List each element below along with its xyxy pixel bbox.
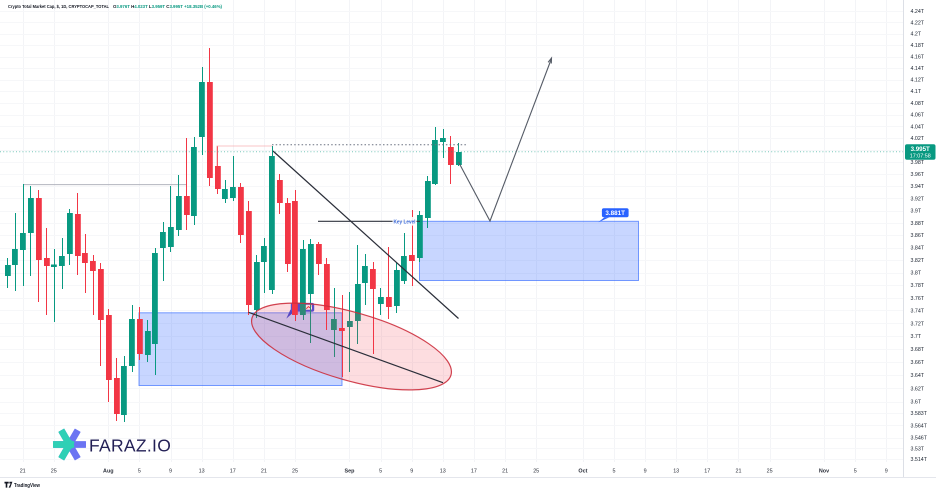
svg-text:25: 25 — [51, 469, 57, 475]
svg-text:5: 5 — [613, 469, 616, 475]
svg-text:4.12T: 4.12T — [911, 78, 925, 84]
svg-text:4.06T: 4.06T — [911, 113, 925, 119]
svg-text:3.88T: 3.88T — [911, 221, 925, 227]
svg-text:4.2T: 4.2T — [911, 32, 922, 38]
svg-text:TradingView: TradingView — [14, 483, 41, 489]
svg-text:FARAZ.IO: FARAZ.IO — [89, 435, 171, 455]
svg-text:4.04T: 4.04T — [911, 124, 925, 130]
svg-text:Key Level: Key Level — [394, 219, 416, 225]
svg-text:3.98T: 3.98T — [911, 160, 925, 166]
svg-text:4.02T: 4.02T — [911, 136, 925, 142]
svg-text:9: 9 — [169, 469, 172, 475]
svg-text:3.92T: 3.92T — [911, 196, 925, 202]
svg-text:3.78T: 3.78T — [911, 283, 925, 289]
svg-text:25: 25 — [533, 469, 539, 475]
svg-text:3.9T: 3.9T — [911, 209, 922, 215]
svg-text:3.86T: 3.86T — [911, 233, 925, 239]
svg-text:3.84T: 3.84T — [911, 246, 925, 252]
svg-text:21: 21 — [502, 469, 508, 475]
svg-text:13: 13 — [673, 469, 679, 475]
svg-text:3.7T: 3.7T — [911, 334, 922, 340]
svg-text:3.94T: 3.94T — [911, 184, 925, 190]
svg-text:17: 17 — [230, 469, 236, 475]
svg-text:Sep: Sep — [345, 469, 356, 475]
svg-text:21: 21 — [20, 469, 26, 475]
svg-text:3.583T: 3.583T — [911, 411, 928, 417]
svg-text:3.74T: 3.74T — [911, 309, 925, 315]
svg-text:3.564T: 3.564T — [911, 424, 928, 430]
svg-text:9: 9 — [644, 469, 647, 475]
svg-text:3.68T: 3.68T — [911, 347, 925, 353]
svg-text:3.881T: 3.881T — [605, 210, 625, 217]
svg-text:9: 9 — [410, 469, 413, 475]
svg-text:4.22T: 4.22T — [911, 20, 925, 26]
svg-text:13: 13 — [199, 469, 205, 475]
svg-text:25: 25 — [292, 469, 298, 475]
svg-text:4.24T: 4.24T — [911, 9, 925, 15]
svg-text:21: 21 — [736, 469, 742, 475]
svg-text:25: 25 — [767, 469, 773, 475]
svg-text:3.8T: 3.8T — [911, 271, 922, 277]
svg-text:9: 9 — [885, 469, 888, 475]
svg-text:4.08T: 4.08T — [911, 101, 925, 107]
svg-text:3.96T: 3.96T — [911, 172, 925, 178]
svg-text:3.64T: 3.64T — [911, 373, 925, 379]
svg-text:17: 17 — [471, 469, 477, 475]
svg-text:13: 13 — [440, 469, 446, 475]
svg-text:3.514T: 3.514T — [911, 457, 928, 463]
svg-text:Aug: Aug — [103, 469, 113, 475]
svg-text:Nov: Nov — [819, 469, 829, 475]
svg-text:3.66T: 3.66T — [911, 360, 925, 366]
svg-text:3.53T: 3.53T — [911, 446, 925, 452]
svg-text:4.1T: 4.1T — [911, 89, 922, 95]
svg-text:4.18T: 4.18T — [911, 43, 925, 49]
svg-text:5: 5 — [138, 469, 141, 475]
svg-text:4.14T: 4.14T — [911, 66, 925, 72]
svg-text:3.546T: 3.546T — [911, 436, 928, 442]
svg-text:3.76T: 3.76T — [911, 296, 925, 302]
svg-text:17:07:58: 17:07:58 — [910, 154, 931, 160]
svg-text:17: 17 — [704, 469, 710, 475]
svg-text:Oct: Oct — [578, 469, 587, 475]
svg-text:3.62T: 3.62T — [911, 386, 925, 392]
svg-text:5: 5 — [854, 469, 857, 475]
svg-text:O3.976T H4.023T L3.959T C3.995: O3.976T H4.023T L3.959T C3.995T +18.352B… — [113, 4, 222, 10]
svg-text:5: 5 — [379, 469, 382, 475]
svg-text:3.6T: 3.6T — [911, 400, 922, 406]
svg-text:Crypto Total Market Cap, $, 1D: Crypto Total Market Cap, $, 1D, CRYPTOCA… — [8, 4, 109, 10]
svg-text:3.995T: 3.995T — [911, 146, 930, 153]
svg-text:4.16T: 4.16T — [911, 55, 925, 61]
svg-text:21: 21 — [261, 469, 267, 475]
svg-text:3.82T: 3.82T — [911, 258, 925, 264]
svg-text:3.72T: 3.72T — [911, 321, 925, 327]
